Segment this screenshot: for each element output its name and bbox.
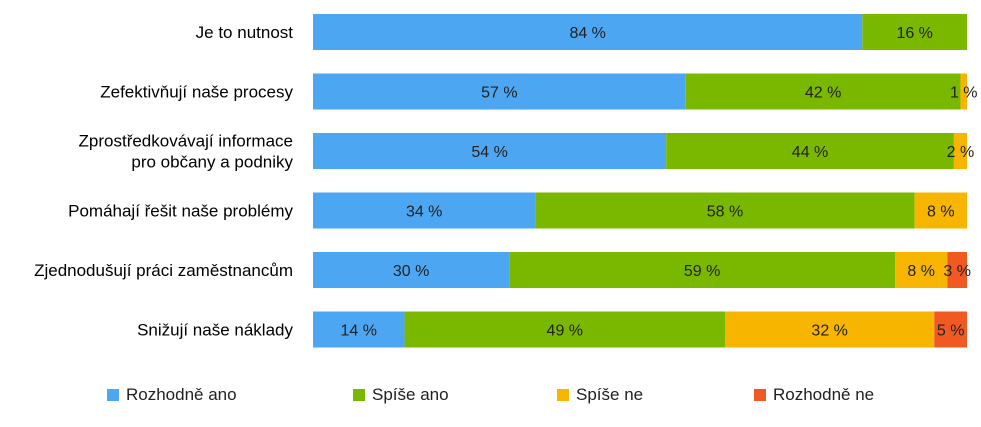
- stacked-bar-chart: Je to nutnost Zefektivňují naše procesy Zp…: [34, 14, 978, 348]
- legend-swatch: [754, 389, 766, 401]
- data-label: 8 %: [907, 263, 935, 280]
- data-label: 14 %: [341, 323, 377, 340]
- legend-swatch: [107, 389, 119, 401]
- category-label: Zefektivňují naše procesy: [100, 83, 293, 102]
- category-label: Je to nutnost: [196, 23, 294, 42]
- legend-label: Spíše ne: [576, 385, 644, 404]
- bar-segment: [685, 73, 961, 110]
- bar-segment: [313, 133, 667, 169]
- data-label: 54 %: [471, 144, 507, 161]
- category-labels: Je to nutnost Zefektivňují naše procesy Zp…: [34, 23, 293, 340]
- legend-label: Rozhodně ano: [126, 385, 237, 404]
- bars: [313, 14, 967, 348]
- legend: Rozhodně ano Spíše ano Spíše ne Rozhodně ne: [0, 385, 981, 409]
- data-label: 32 %: [811, 323, 847, 340]
- data-label: 57 %: [481, 85, 517, 102]
- data-label: 42 %: [805, 85, 841, 102]
- bar-segment: [313, 14, 863, 50]
- category-label: Zprostředkovávají informace pro občany a …: [79, 132, 294, 172]
- bar-segment: [895, 252, 948, 288]
- category-label: Zjednodušují práci zaměstnancům: [34, 261, 293, 280]
- data-label: 44 %: [792, 144, 828, 161]
- bar-segment: [934, 311, 967, 348]
- bar-segment: [313, 73, 686, 110]
- data-label: 3 %: [943, 263, 971, 280]
- bar-segment: [313, 252, 510, 288]
- bar-segment: [313, 311, 405, 348]
- bar-segment: [953, 133, 967, 169]
- legend-item: Spíše ne: [557, 385, 643, 405]
- data-label: 16 %: [896, 25, 932, 42]
- data-label: 2 %: [947, 144, 975, 161]
- bar-segment: [535, 192, 915, 229]
- bar-segment: [725, 311, 935, 348]
- legend-swatch: [353, 389, 365, 401]
- bar-segment: [947, 252, 967, 288]
- value-labels: 84 % 16 % 57 % 42 % 1 % 54 % 44 % 2 % 34 % 58 % 8 …: [341, 25, 978, 340]
- legend-label: Rozhodně ne: [773, 385, 875, 404]
- data-label: 5 %: [937, 323, 965, 340]
- bar-segment: [960, 73, 967, 110]
- bar-segment: [914, 192, 967, 229]
- data-label: 34 %: [406, 204, 442, 221]
- bar-segment: [509, 252, 896, 288]
- data-label: 59 %: [684, 263, 720, 280]
- data-label: 8 %: [927, 204, 955, 221]
- category-label: Snižují naše náklady: [137, 321, 293, 340]
- bar-segment: [666, 133, 954, 169]
- legend-item: Rozhodně ne: [754, 385, 874, 405]
- data-label: 30 %: [393, 263, 429, 280]
- data-label: 1 %: [950, 85, 978, 102]
- legend-swatch: [557, 389, 569, 401]
- data-label: 58 %: [707, 204, 743, 221]
- legend-item: Spíše ano: [353, 385, 449, 405]
- bar-segment: [313, 192, 536, 229]
- data-label: 84 %: [569, 25, 605, 42]
- legend-item: Rozhodně ano: [107, 385, 237, 405]
- legend-label: Spíše ano: [372, 385, 449, 404]
- data-label: 49 %: [547, 323, 583, 340]
- category-label: Pomáhají řešit naše problémy: [68, 202, 293, 221]
- bar-segment: [862, 14, 967, 50]
- bar-segment: [404, 311, 726, 348]
